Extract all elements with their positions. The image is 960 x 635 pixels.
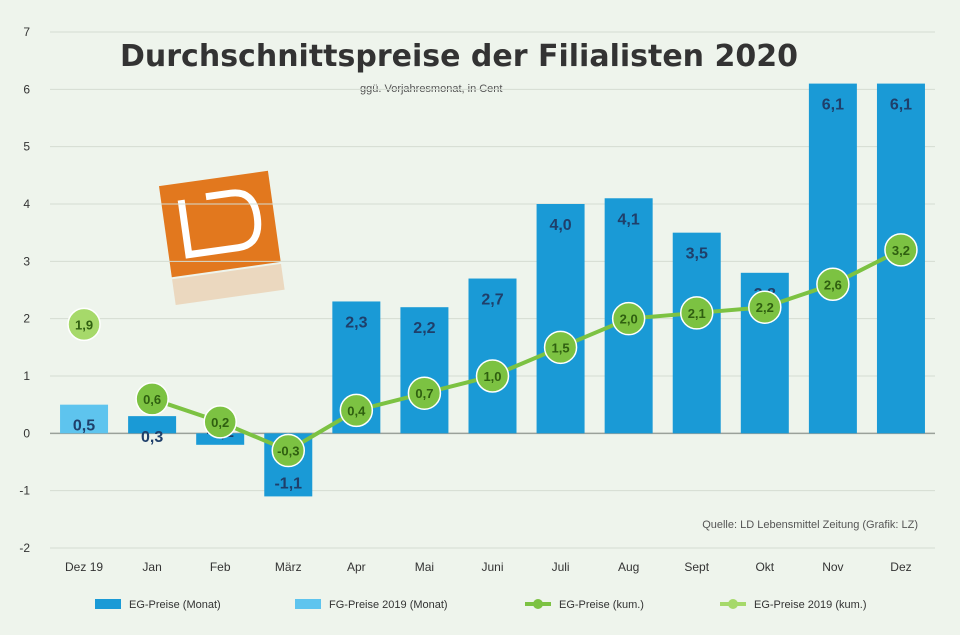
x-axis: Dez 19 Jan Feb März Apr Mai Juni Juli Aug Sept Okt… <box>65 560 912 574</box>
bar-value-label: 4,0 <box>549 217 571 234</box>
x-tick-label: Aug <box>618 560 639 574</box>
data-point <box>475 359 510 393</box>
y-tick-label: 6 <box>23 82 30 96</box>
bar-value-label: 2,2 <box>413 320 435 337</box>
point-value-label: 0,2 <box>211 415 229 430</box>
point-value-label: 2,1 <box>688 306 706 321</box>
chart-title: Durchschnittspreise der Filialisten 2020 <box>120 39 798 74</box>
legend-marker <box>533 599 543 609</box>
data-point <box>339 393 374 428</box>
y-tick-label: 7 <box>23 25 30 39</box>
bar <box>468 278 517 434</box>
x-tick-label: Okt <box>755 560 774 574</box>
brand-logo <box>158 170 285 305</box>
x-tick-label: März <box>275 560 302 574</box>
x-tick-label: Feb <box>210 560 231 574</box>
point-value-label: 1,5 <box>552 340 570 355</box>
logo-mark <box>177 189 262 259</box>
bar-value-label: 3,5 <box>686 246 708 263</box>
bar-value-label: 6,1 <box>890 97 912 114</box>
point-value-label: 0,6 <box>143 392 161 407</box>
point-value-label: 0,7 <box>415 386 433 401</box>
bar-value-label: 2,7 <box>481 292 503 309</box>
bar-value-label: 2,3 <box>345 314 367 331</box>
legend-label: EG-Preise 2019 (kum.) <box>754 599 866 611</box>
x-tick-label: Mai <box>415 560 434 574</box>
point-value-label: 1,0 <box>483 369 501 384</box>
x-tick-label: Jan <box>142 560 161 574</box>
line-layer: 0,6 0,2 -0,3 0,4 0,7 1,0 1,5 2,0 2,1 2,2 2,6 3,2 1,9 <box>67 233 918 468</box>
bar <box>60 404 109 434</box>
data-point <box>748 290 782 324</box>
data-point <box>884 233 918 267</box>
legend-label: FG-Preise 2019 (Monat) <box>329 599 448 611</box>
logo-reflection <box>172 263 285 305</box>
data-point <box>679 296 714 330</box>
y-axis: -2 -1 0 1 2 3 4 5 6 7 <box>19 25 30 555</box>
legend: EG-Preise (Monat) FG-Preise 2019 (Monat) E… <box>95 599 866 611</box>
x-tick-label: Juli <box>552 560 570 574</box>
point-value-label: 2,0 <box>620 312 638 327</box>
bar <box>536 204 585 434</box>
data-point <box>135 382 169 416</box>
point-value-label: 2,2 <box>756 300 774 315</box>
point-value-label: 0,4 <box>347 403 366 418</box>
legend-label: EG-Preise (kum.) <box>559 599 644 611</box>
bar-value-label: 4,1 <box>618 211 640 228</box>
y-tick-label: -1 <box>19 484 30 498</box>
data-point <box>611 301 646 336</box>
x-tick-label: Dez <box>890 560 911 574</box>
bar <box>128 416 177 434</box>
data-point <box>271 433 306 468</box>
bar <box>672 232 721 434</box>
x-tick-label: Juni <box>481 560 503 574</box>
bar <box>196 433 245 445</box>
point-value-label: 2,6 <box>824 277 842 292</box>
data-point <box>407 376 442 410</box>
x-tick-label: Dez 19 <box>65 560 103 574</box>
y-tick-label: 1 <box>23 369 30 383</box>
y-tick-label: -2 <box>19 541 30 555</box>
bar <box>400 307 449 434</box>
legend-swatch <box>295 599 321 609</box>
point-value-label: -0,3 <box>277 444 299 459</box>
legend-marker <box>728 599 738 609</box>
chart-source: Quelle: LD Lebensmittel Zeitung (Grafik:… <box>702 519 918 531</box>
bar-value-label: -1,1 <box>274 475 302 492</box>
y-tick-label: 3 <box>23 254 30 268</box>
legend-swatch <box>95 599 121 609</box>
bar <box>808 83 857 434</box>
data-point <box>543 330 578 365</box>
bar-value-label: 6,1 <box>822 97 844 114</box>
data-point <box>203 405 237 439</box>
y-tick-label: 0 <box>23 426 30 440</box>
x-tick-label: Sept <box>684 560 709 574</box>
bar-value-label: 0,3 <box>141 429 163 446</box>
x-tick-label: Nov <box>822 560 843 574</box>
data-point <box>816 267 850 302</box>
point-value-label: 3,2 <box>892 243 910 258</box>
x-tick-label: Apr <box>347 560 366 574</box>
y-tick-label: 5 <box>23 140 30 154</box>
y-tick-label: 2 <box>23 312 30 326</box>
bar-value-label: 0,5 <box>73 418 95 435</box>
data-point <box>67 307 101 342</box>
y-tick-label: 4 <box>23 197 30 211</box>
legend-label: EG-Preise (Monat) <box>129 599 221 611</box>
point-value-label: 1,9 <box>75 317 93 332</box>
